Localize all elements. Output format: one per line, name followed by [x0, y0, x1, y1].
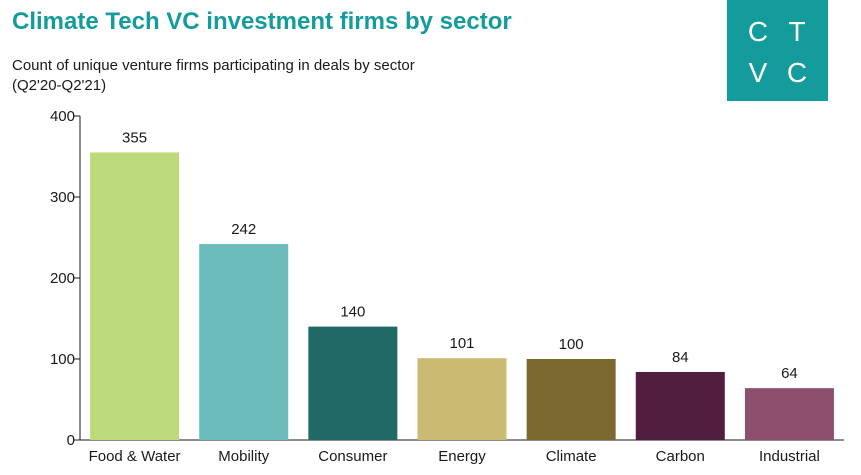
x-tick-label: Energy	[438, 448, 486, 465]
x-tick-label: Mobility	[218, 448, 269, 465]
x-tick-label: Food & Water	[89, 448, 181, 465]
logo-letter-c-bottom: C	[786, 57, 808, 88]
x-tick-label: Climate	[546, 448, 597, 465]
data-label: 355	[122, 129, 147, 146]
y-tick-label: 300	[50, 189, 75, 206]
x-tick-label: Industrial	[759, 448, 820, 465]
bar-energy	[417, 358, 507, 440]
chart-subtitle: Count of unique venture firms participat…	[12, 56, 492, 96]
data-label: 101	[449, 335, 474, 352]
chart-subtitle-line-2: (Q2'20-Q2'21)	[12, 77, 107, 94]
y-tick-label: 0	[67, 432, 75, 449]
ctvc-logo: C T V C	[727, 0, 828, 101]
bar-carbon	[635, 371, 725, 440]
logo-letter-c-top: C	[747, 16, 769, 47]
bar-industrial	[744, 388, 834, 440]
data-label: 84	[672, 349, 689, 366]
y-tick-label: 400	[50, 108, 75, 125]
data-label: 100	[559, 336, 584, 353]
logo-letter-t: T	[788, 16, 806, 47]
bar-food-water	[90, 152, 180, 440]
y-tick-label: 200	[50, 270, 75, 287]
data-label: 242	[231, 221, 256, 238]
data-label: 64	[781, 365, 798, 382]
chart-title: Climate Tech VC investment firms by sect…	[12, 8, 512, 35]
bar-mobility	[199, 243, 289, 440]
y-tick-label: 100	[50, 351, 75, 368]
data-label: 140	[340, 304, 365, 321]
x-tick-label: Consumer	[318, 448, 387, 465]
bar-climate	[526, 359, 616, 440]
chart-subtitle-line-1: Count of unique venture firms participat…	[12, 57, 415, 74]
x-tick-label: Carbon	[656, 448, 705, 465]
logo-letter-v: V	[748, 57, 768, 88]
bar-consumer	[308, 326, 398, 440]
